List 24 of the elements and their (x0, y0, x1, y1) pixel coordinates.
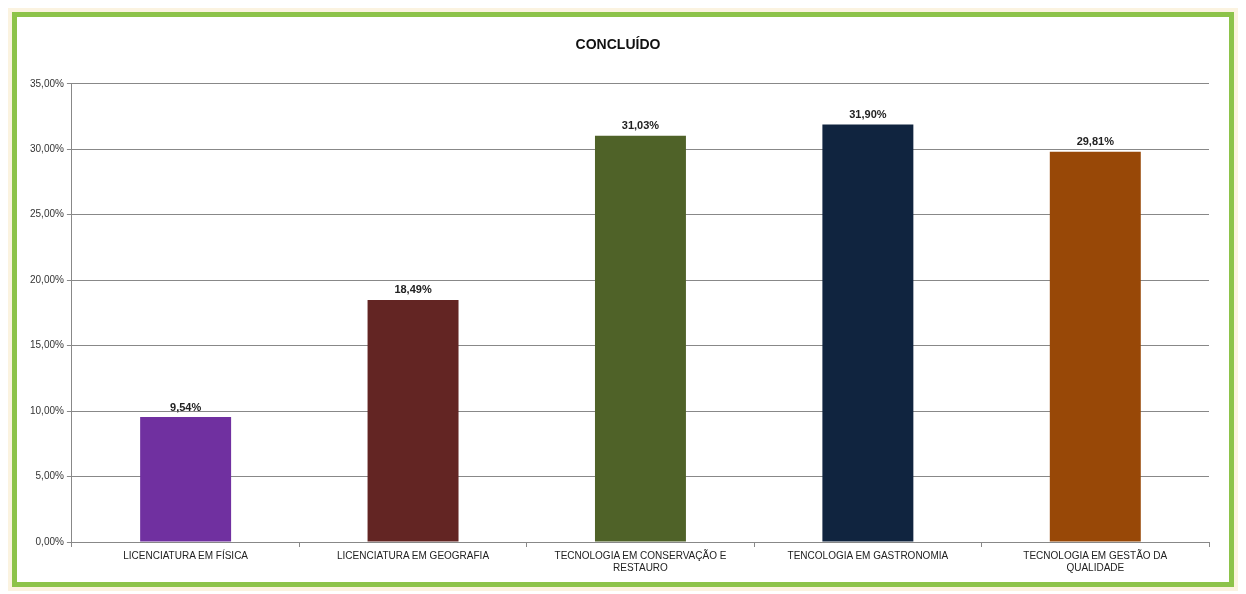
bar (367, 299, 459, 542)
y-tick-label: 35,00% (29, 77, 65, 89)
y-tick-label: 25,00% (29, 208, 65, 220)
data-label: 9,54% (170, 400, 202, 413)
y-tick-label: 15,00% (29, 339, 65, 351)
x-tick-label: LICENCIATURA EM GEOGRAFIA (337, 549, 490, 561)
data-label: 29,81% (1076, 135, 1115, 148)
x-tick-label: TENCOLOGIA EM GASTRONOMIA (787, 549, 949, 561)
data-label: 31,90% (849, 107, 887, 120)
bar (594, 135, 686, 542)
x-tick-label: TECNOLOGIA EM GESTÃO DA QUALIDADE (1023, 548, 1168, 573)
data-label: 31,03% (621, 119, 660, 132)
bar (140, 417, 232, 542)
y-tick-label: 20,00% (29, 273, 65, 285)
x-tick-label: TECNOLOGIA EM CONSERVAÇÃO E RESTAURO (554, 548, 727, 573)
y-tick-label: 10,00% (29, 404, 65, 416)
chart-title: CONCLUÍDO (575, 36, 661, 53)
bar (822, 124, 914, 542)
data-label: 18,49% (394, 283, 432, 296)
bar (1049, 151, 1141, 542)
y-tick-label: 30,00% (29, 143, 65, 155)
y-tick-label: 0,00% (35, 535, 65, 547)
y-tick-label: 5,00% (35, 470, 65, 482)
x-tick-label: LICENCIATURA EM FÍSICA (123, 548, 249, 561)
